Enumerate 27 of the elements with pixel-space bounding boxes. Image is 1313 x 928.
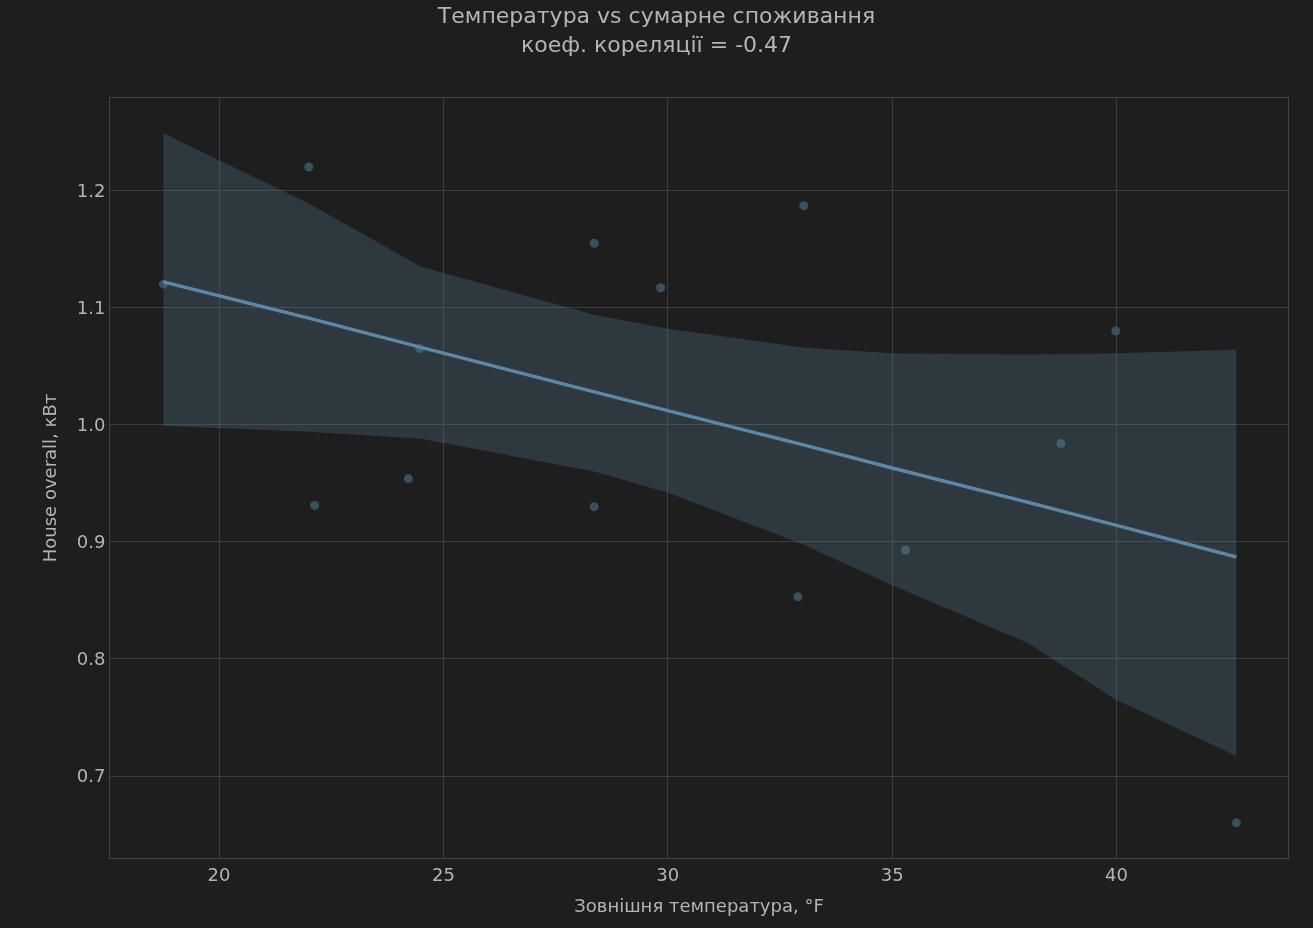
point [799, 201, 809, 211]
point [310, 501, 320, 511]
chart-subtitle: коеф. кореляції = -0.47 [520, 31, 793, 57]
y-tick-label: 1.2 [76, 179, 106, 201]
chart-title: Температура vs сумарне споживання [436, 3, 876, 29]
x-tick-label: 25 [431, 863, 455, 885]
point [304, 162, 314, 172]
point [656, 283, 666, 293]
x-tick-label: 30 [656, 863, 680, 885]
point [1111, 326, 1121, 336]
y-axis-title: House overall, кВт [38, 393, 60, 563]
x-tick-label: 20 [207, 863, 231, 885]
x-tick-label: 35 [880, 863, 904, 885]
point [1231, 818, 1241, 828]
x-tick-label: 40 [1105, 863, 1129, 885]
y-tick-label: 0.8 [76, 648, 106, 670]
x-axis-title: Зовнішня температура, °F [574, 894, 824, 916]
point [589, 502, 599, 512]
point [589, 238, 599, 248]
point [1056, 438, 1066, 448]
y-tick-label: 1.0 [76, 414, 106, 436]
y-tick-label: 0.9 [76, 531, 106, 553]
y-tick-label: 0.7 [76, 765, 106, 787]
point [793, 592, 803, 602]
point [901, 545, 911, 555]
point [403, 474, 413, 484]
y-tick-label: 1.1 [76, 296, 106, 318]
